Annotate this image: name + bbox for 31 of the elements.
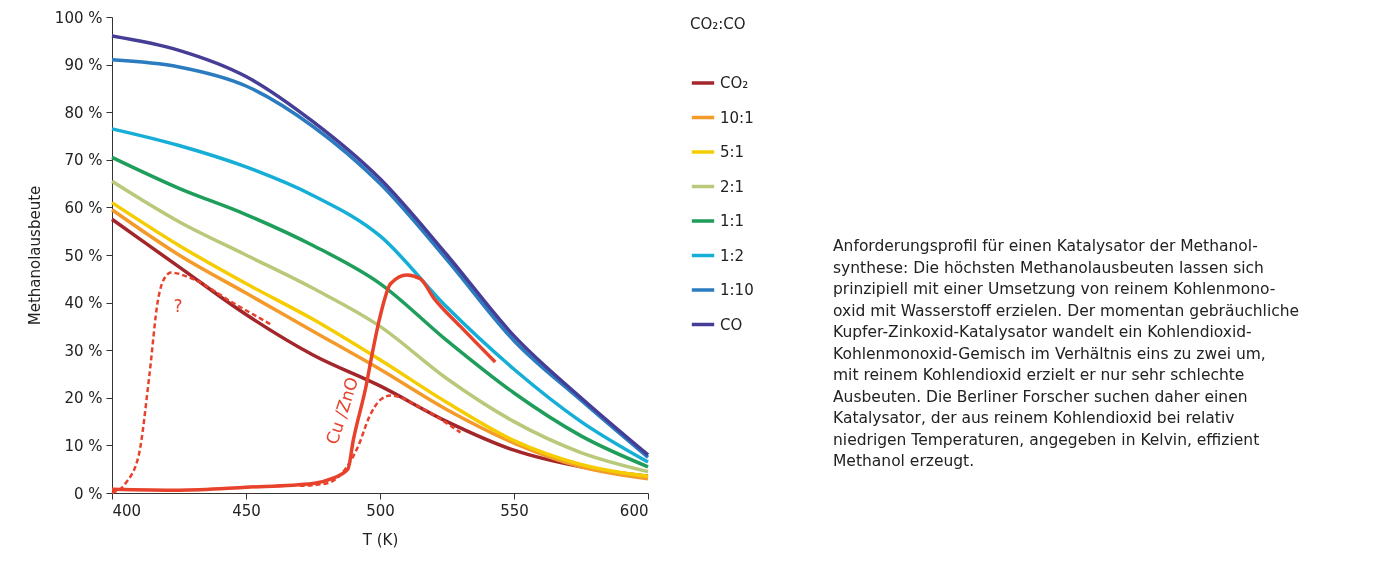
y-tick-label: 60 %	[64, 198, 103, 217]
legend-label: 5:1	[720, 143, 745, 161]
y-axis-title: Methanolausbeute	[25, 185, 44, 326]
y-tick-label: 40 %	[64, 294, 103, 313]
legend-title: CO₂:CO	[690, 15, 746, 33]
y-tick-label: 90 %	[64, 56, 103, 75]
legend-label: 2:1	[720, 177, 745, 196]
y-tick-label: 70 %	[64, 151, 103, 170]
legend-label: 10:1	[720, 108, 754, 127]
annotation: ?	[173, 296, 183, 316]
x-tick-label: 400	[112, 501, 142, 520]
y-tick-label: 50 %	[64, 246, 103, 265]
y-tick-label: 100 %	[54, 8, 103, 27]
legend-label: 1:10	[720, 281, 754, 299]
x-tick-label: 450	[232, 501, 261, 520]
y-tick-label: 20 %	[64, 389, 103, 408]
y-tick-label: 0 %	[73, 484, 103, 503]
x-tick-label: 500	[366, 501, 395, 520]
x-tick-label: 600	[619, 501, 649, 520]
legend-label: 1:1	[720, 212, 745, 230]
y-tick-label: 80 %	[64, 103, 103, 122]
annotation: Cu /ZnO	[321, 374, 363, 447]
legend-label: 1:2	[720, 246, 745, 265]
line-series	[110, 273, 497, 492]
x-tick-label: 550	[500, 501, 529, 520]
y-tick-label: 30 %	[64, 341, 103, 360]
y-tick-label: 10 %	[64, 436, 103, 455]
x-axis-title: T (K)	[361, 530, 399, 549]
text: Anforderungsprofil für einen Katalysator der Methanol- synthese: Die höchsten Methanolausbeuten lassen sich prinzipiell mit einer Umsetzung von reinem Kohlenmono- oxid mit Wasserstoff erzielen. Der momentan gebräuchliche Kupfer-Zinkoxid-Katalysator wandelt ein Kohlendioxid- Kohlenmonoxid-Gemisch im Verhältnis eins zu zwei um, mit reinem Kohlendioxid erzielt er nur sehr schlechte Ausbeuten. Die Berliner Forscher suchen daher einen Katalysator, der aus reinem Kohlendioxid bei relativ niedrigen Temperaturen, angegeben in Kelvin, effizient Methanol erzeugt.	[833, 237, 1300, 470]
legend-label: CO₂	[720, 74, 749, 92]
legend-label: CO	[720, 315, 743, 334]
